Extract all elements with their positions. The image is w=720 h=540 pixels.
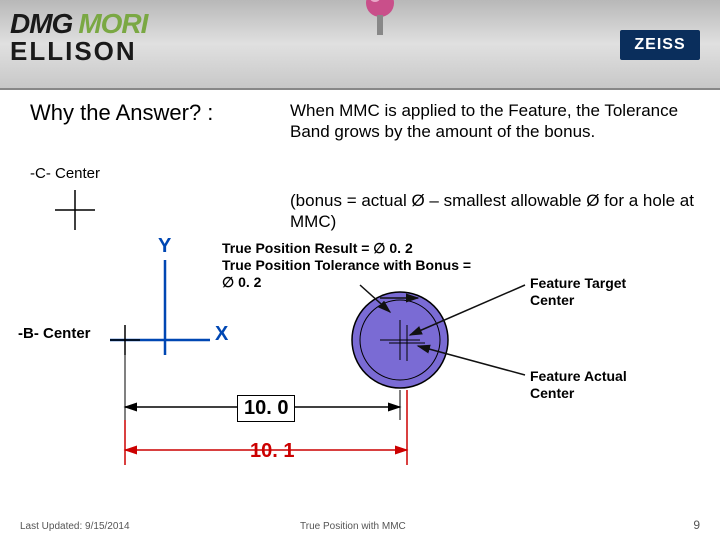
footer-page: 9 [693,518,700,532]
footer-title: True Position with MMC [300,521,406,532]
question-title: Why the Answer? : [30,100,213,126]
y-axis-label: Y [158,235,171,258]
zeiss-logo: ZEISS [620,30,700,60]
diagram-area: Y X -B- Center True Position Result = ∅ … [0,240,720,500]
footer-updated: Last Updated: 9/15/2014 [20,521,130,532]
header-bar: DMGMORI ELLISON ZEISS [0,0,720,90]
feature-actual-label: Feature Actual Center [530,368,650,402]
explanation-text-1: When MMC is applied to the Feature, the … [290,100,700,143]
probe-icon [350,0,410,40]
feature-target-label: Feature Target Center [530,275,650,309]
tp-result-line2: True Position Tolerance with Bonus = ∅ 0… [222,257,472,291]
logo-ellison-text: ELLISON [10,36,147,67]
logo-dmg-text: DMG [10,8,72,39]
x-axis-label: X [215,323,228,346]
tp-result-line1: True Position Result = ∅ 0. 2 [222,240,472,257]
explanation-text-2: (bonus = actual Ø – smallest allowable Ø… [290,190,700,233]
c-center-label: -C- Center [30,165,100,182]
true-position-result-text: True Position Result = ∅ 0. 2 True Posit… [222,240,472,290]
logo-mori-text: MORI [78,8,147,39]
dimension-target: 10. 0 [237,395,295,422]
dimension-actual: 10. 1 [250,440,294,463]
b-center-label: -B- Center [18,325,91,342]
c-center-cross-icon [55,190,95,235]
dmg-mori-logo: DMGMORI ELLISON [10,8,147,67]
